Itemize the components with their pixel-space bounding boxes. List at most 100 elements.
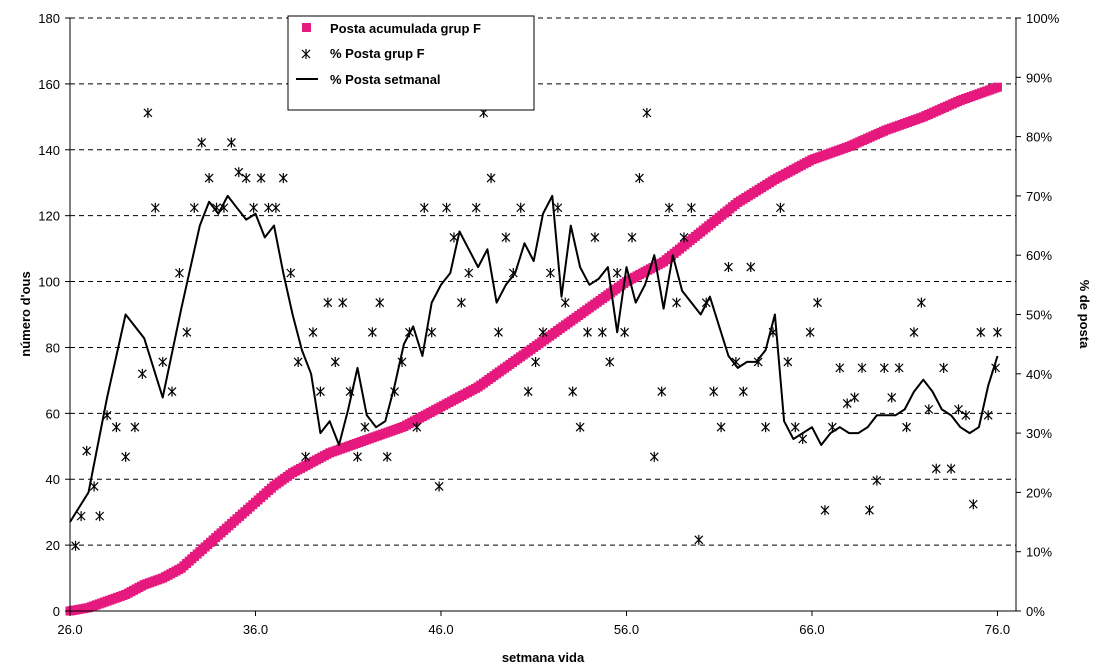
scatter-point <box>167 386 177 397</box>
scatter-point <box>575 422 585 433</box>
scatter-point <box>412 422 422 433</box>
legend: Posta acumulada grup F % Posta grup F % … <box>287 15 535 111</box>
scatter-point <box>137 368 147 379</box>
scatter-point <box>761 422 771 433</box>
scatter-point <box>427 327 437 338</box>
scatter-point <box>946 463 956 474</box>
weekly-line <box>69 194 999 523</box>
legend-marker-square <box>302 23 311 32</box>
scatter-point <box>95 511 105 522</box>
scatter-point <box>197 137 207 148</box>
scatter-point <box>494 327 503 338</box>
scatter-point <box>560 297 570 308</box>
scatter-point <box>111 422 121 433</box>
scatter-point <box>286 267 296 278</box>
y-tick-label: 120 <box>38 209 60 224</box>
scatter-point <box>76 511 86 522</box>
scatter-point <box>983 410 993 421</box>
scatter-point <box>738 386 748 397</box>
x-tick-label: 56.0 <box>614 622 639 637</box>
scatter-point <box>939 362 949 373</box>
y-tick-label: 140 <box>38 143 60 158</box>
scatter-point <box>523 386 533 397</box>
scatter-point <box>976 327 986 338</box>
scatter-point <box>434 481 444 492</box>
scatter-point <box>746 262 756 273</box>
scatter-point <box>857 362 867 373</box>
scatter-point <box>501 232 511 243</box>
y2-tick-label: 60% <box>1026 248 1052 263</box>
y2-tick-label: 0% <box>1026 604 1045 619</box>
scatter-point <box>568 386 578 397</box>
scatter-point <box>894 362 904 373</box>
tick-labels: 0 20 40 60 80 100 120 140 160 180 0% 10% 20% 30% 40% 50… <box>38 11 1059 637</box>
scatter-point <box>486 173 496 184</box>
legend-box <box>287 15 535 111</box>
scatter-point <box>375 297 385 308</box>
scatter-point <box>315 386 325 397</box>
scatter-point <box>672 297 681 308</box>
scatter-point <box>627 232 637 243</box>
scatter-point <box>790 422 800 433</box>
scatter-point <box>993 327 1002 338</box>
scatter-point <box>961 410 971 421</box>
cumulative-point <box>992 82 1002 92</box>
scatter-point <box>382 451 392 462</box>
y-axis-title: número d'ous <box>18 271 33 356</box>
scatter-point <box>679 232 689 243</box>
y-tick-label: 40 <box>46 472 60 487</box>
scatter-point <box>182 327 192 338</box>
scatter-point <box>872 475 882 486</box>
scatter-point <box>264 202 273 213</box>
scatter-point <box>150 202 160 213</box>
series-posta-grup-f <box>71 107 1002 551</box>
scatter-point <box>820 505 830 516</box>
scatter-point <box>835 362 845 373</box>
scatter-point <box>323 297 333 308</box>
scatter-point <box>724 262 733 273</box>
scatter-point <box>271 202 281 213</box>
scatter-point <box>805 327 815 338</box>
y-tick-label: 160 <box>38 77 60 92</box>
x-axis-title: setmana vida <box>502 650 585 665</box>
y-tick-label: 100 <box>38 275 60 290</box>
series-posta-acumulada <box>65 82 1002 616</box>
scatter-point <box>204 173 214 184</box>
scatter-point <box>842 398 852 409</box>
scatter-point <box>516 202 526 213</box>
scatter-point <box>865 505 874 516</box>
y2-tick-label: 70% <box>1026 189 1052 204</box>
legend-label-line: % Posta setmanal <box>330 72 441 87</box>
scatter-point <box>234 167 244 178</box>
scatter-point <box>694 534 704 545</box>
scatter-point <box>531 356 541 367</box>
scatter-point <box>545 267 555 278</box>
scatter-point <box>89 481 99 492</box>
scatter-point <box>649 451 659 462</box>
scatter-point <box>175 267 184 278</box>
y2-tick-label: 50% <box>1026 308 1052 323</box>
y2-tick-label: 80% <box>1026 130 1052 145</box>
scatter-point <box>442 202 451 213</box>
scatter-point <box>553 202 563 213</box>
scatter-point <box>330 356 340 367</box>
scatter-point <box>850 392 860 403</box>
scatter-point <box>776 202 785 213</box>
scatter-point <box>635 173 644 184</box>
scatter-point <box>709 386 719 397</box>
scatter-point <box>783 356 793 367</box>
scatter-point <box>82 445 92 456</box>
x-tick-label: 66.0 <box>799 622 824 637</box>
legend-label-cumulative: Posta acumulada grup F <box>330 21 481 36</box>
scatter-point <box>664 202 674 213</box>
scatter-point <box>686 202 696 213</box>
scatter-point <box>657 386 667 397</box>
scatter-point <box>360 422 370 433</box>
scatter-point <box>968 499 978 510</box>
y2-tick-label: 30% <box>1026 426 1052 441</box>
x-tick-label: 26.0 <box>57 622 82 637</box>
scatter-point <box>590 232 600 243</box>
scatter-point <box>367 327 377 338</box>
y-tick-label: 60 <box>46 406 60 421</box>
